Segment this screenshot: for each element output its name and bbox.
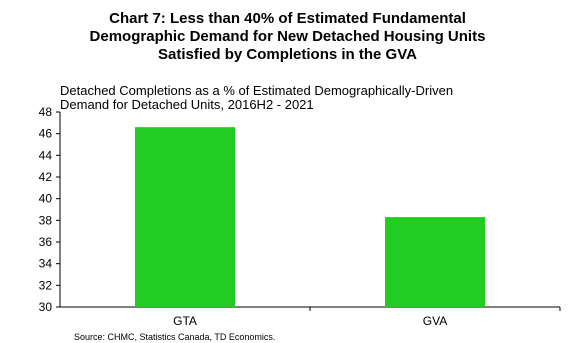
y-tick-label: 40 — [39, 192, 53, 206]
y-tick-label: 30 — [39, 300, 53, 314]
chart-subtitle-line-1: Detached Completions as a % of Estimated… — [60, 83, 454, 98]
chart-subtitle: Detached Completions as a % of Estimated… — [60, 84, 560, 112]
chart-title-line-2: Demographic Demand for New Detached Hous… — [89, 28, 486, 45]
x-tick-label: GVA — [423, 314, 447, 328]
y-tick-label: 36 — [39, 235, 53, 249]
bar-gva — [385, 217, 485, 307]
chart-subtitle-line-2: Demand for Detached Units, 2016H2 - 2021 — [60, 97, 314, 112]
chart-title: Chart 7: Less than 40% of Estimated Fund… — [0, 10, 575, 64]
y-tick-label: 34 — [39, 257, 53, 271]
y-tick-label: 38 — [39, 213, 53, 227]
source-note: Source: CHMC, Statistics Canada, TD Econ… — [74, 332, 276, 342]
y-tick-label: 42 — [39, 170, 53, 184]
x-tick-label: GTA — [173, 314, 197, 328]
chart-title-line-3: Satisfied by Completions in the GVA — [158, 46, 417, 63]
y-tick-label: 46 — [39, 127, 53, 141]
y-tick-label: 48 — [39, 105, 53, 119]
bar-gta — [135, 127, 235, 308]
y-tick-label: 32 — [39, 278, 53, 292]
y-tick-label: 44 — [39, 148, 53, 162]
chart-title-line-1: Chart 7: Less than 40% of Estimated Fund… — [109, 10, 466, 27]
